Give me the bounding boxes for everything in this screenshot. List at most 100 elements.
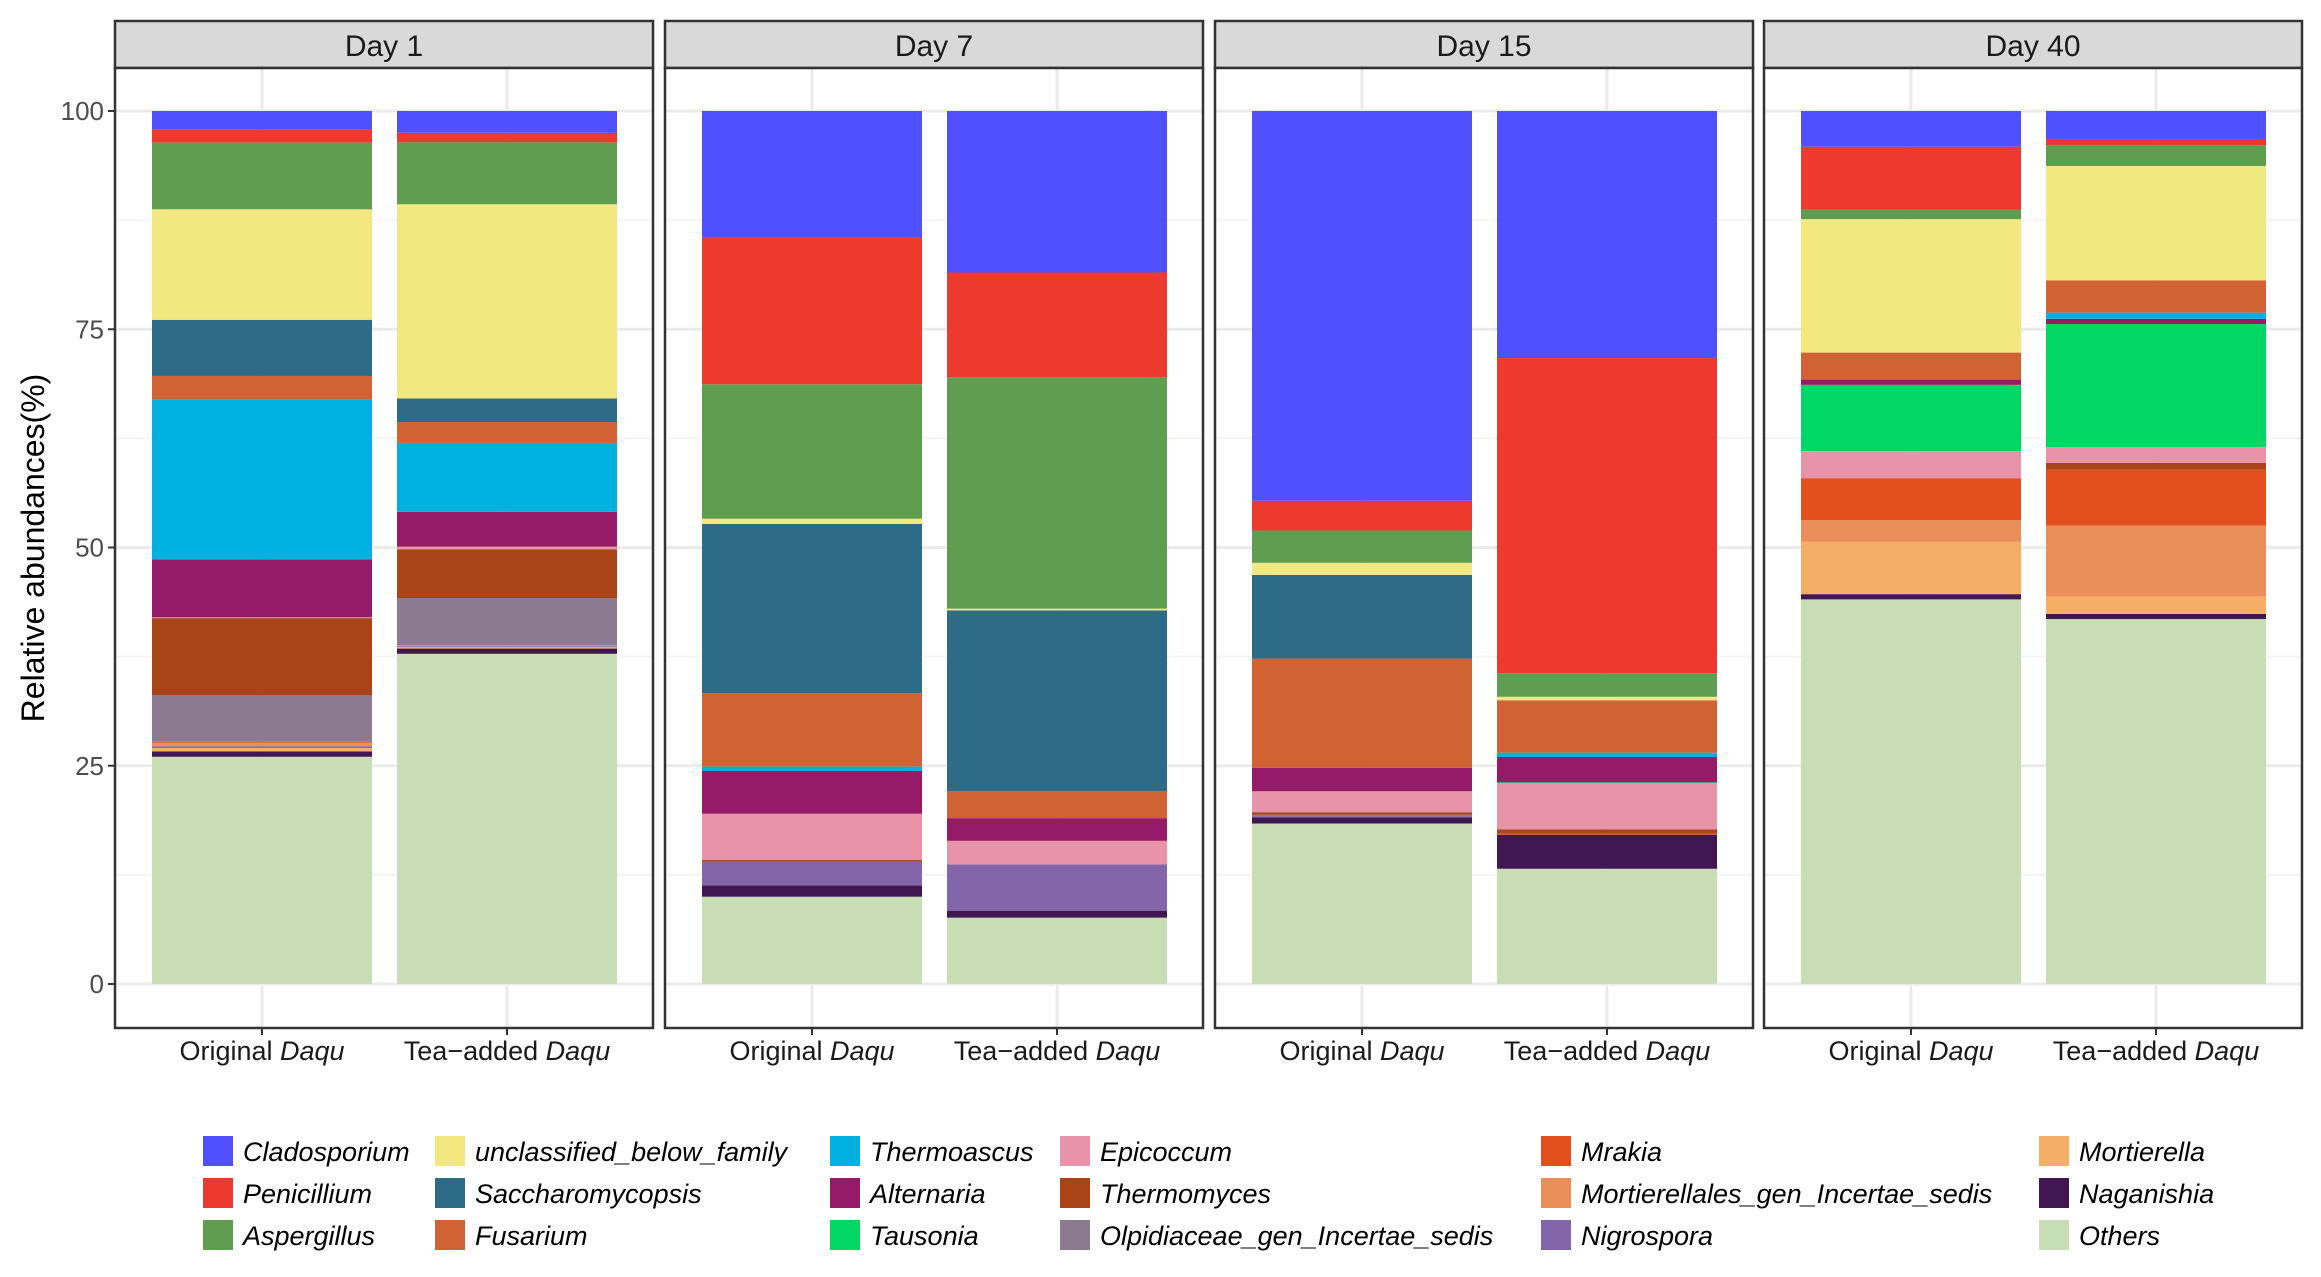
legend-key bbox=[1060, 1136, 1090, 1166]
legend-label: Cladosporium bbox=[243, 1137, 410, 1167]
bar-segment-olpidiaceae-gen-incertae-sedis bbox=[1252, 814, 1472, 817]
legend-item: Epicoccum bbox=[1060, 1136, 1232, 1167]
bar-segment-alternaria bbox=[1801, 379, 2021, 385]
panel-border bbox=[1762, 66, 2304, 1030]
bar-stack bbox=[2046, 111, 2266, 984]
legend-item: Nigrospora bbox=[1541, 1220, 1713, 1251]
bar-segment-saccharomycopsis bbox=[702, 523, 922, 694]
bar-segment-alternaria bbox=[702, 770, 922, 814]
legend-label: Mortierella bbox=[2079, 1137, 2205, 1167]
bar-segment-fusarium bbox=[1801, 352, 2021, 380]
bar-segment-naganishia bbox=[702, 885, 922, 897]
bar-segment-saccharomycopsis bbox=[1252, 574, 1472, 659]
bar-segment-naganishia bbox=[2046, 613, 2266, 620]
legend-label: Naganishia bbox=[2079, 1179, 2214, 1209]
legend-item: Thermoascus bbox=[830, 1136, 1034, 1167]
facet-title: Day 15 bbox=[1436, 30, 1531, 63]
legend-key bbox=[2039, 1178, 2069, 1208]
bar-segment-mortierella bbox=[152, 747, 372, 752]
bar-segment-penicillium bbox=[1252, 500, 1472, 531]
x-tick-label: Tea−added Daqu bbox=[954, 1036, 1160, 1066]
bar-segment-others bbox=[702, 896, 922, 984]
bar-segment-mrakia bbox=[152, 741, 372, 743]
legend-label: Others bbox=[2079, 1221, 2160, 1251]
y-tick-label: 75 bbox=[75, 314, 104, 344]
bar-segment-cladosporium bbox=[1801, 111, 2021, 147]
bar-segment-aspergillus bbox=[702, 384, 922, 519]
bar-segment-naganishia bbox=[1252, 817, 1472, 824]
bar-segment-aspergillus bbox=[1801, 209, 2021, 220]
bar-segment-unclassified-below-family bbox=[702, 518, 922, 524]
facet-strip bbox=[1762, 19, 2304, 70]
bar-segment-cladosporium bbox=[1252, 111, 1472, 501]
bar-segment-thermoascus bbox=[397, 442, 617, 512]
bar-segment-thermoascus bbox=[152, 399, 372, 560]
panel-border bbox=[663, 66, 1205, 1030]
bar-segment-cladosporium bbox=[2046, 111, 2266, 139]
bar-segment-mortierellales-gen-incertae-sedis bbox=[152, 742, 372, 747]
bar-segment-mortierellales-gen-incertae-sedis bbox=[2046, 525, 2266, 597]
bar-segment-unclassified-below-family bbox=[397, 204, 617, 399]
x-tick-label: Tea−added Daqu bbox=[1504, 1036, 1710, 1066]
legend-item: Penicillium bbox=[203, 1178, 372, 1209]
bar-stack bbox=[152, 111, 372, 984]
legend-key bbox=[830, 1220, 860, 1250]
bar-stack bbox=[1801, 111, 2021, 984]
legend-key bbox=[1541, 1178, 1571, 1208]
bar-segment-saccharomycopsis bbox=[947, 610, 1167, 792]
legend-item: Saccharomycopsis bbox=[435, 1178, 702, 1209]
bar-segment-nigrospora bbox=[947, 864, 1167, 911]
bar-segment-epicoccum bbox=[397, 546, 617, 550]
panel-day-7: Day 7 Original Daqu Tea−added Daqu bbox=[663, 19, 1205, 1066]
legend-label: Tausonia bbox=[870, 1221, 979, 1251]
facet-strip bbox=[113, 19, 655, 70]
bar-segment-penicillium bbox=[1801, 146, 2021, 210]
legend-label: Thermoascus bbox=[870, 1137, 1034, 1167]
facet-title: Day 7 bbox=[895, 30, 973, 63]
bar-segment-fusarium bbox=[2046, 280, 2266, 313]
bar-segment-penicillium bbox=[702, 237, 922, 385]
bar-stack bbox=[397, 111, 617, 984]
bar-segment-others bbox=[1801, 599, 2021, 984]
bar-segment-others bbox=[152, 756, 372, 984]
bar-segment-fusarium bbox=[1252, 658, 1472, 768]
bar-segment-saccharomycopsis bbox=[397, 398, 617, 423]
bar-segment-cladosporium bbox=[1497, 111, 1717, 359]
bar-segment-others bbox=[397, 653, 617, 984]
y-tick-label: 25 bbox=[75, 751, 104, 781]
x-tick-label: Original Daqu bbox=[1828, 1036, 1993, 1066]
legend-label: Nigrospora bbox=[1581, 1221, 1713, 1251]
bar-segment-mortierella bbox=[1801, 541, 2021, 595]
legend-label: Thermomyces bbox=[1100, 1179, 1271, 1209]
legend-key bbox=[1541, 1136, 1571, 1166]
legend-key bbox=[830, 1178, 860, 1208]
bar-segment-cladosporium bbox=[702, 111, 922, 238]
x-tick-label: Tea−added Daqu bbox=[404, 1036, 610, 1066]
bar-segment-aspergillus bbox=[1252, 530, 1472, 563]
bar-segment-unclassified-below-family bbox=[2046, 165, 2266, 281]
legend-item: unclassified_below_family bbox=[435, 1136, 789, 1167]
bar-segment-thermomyces bbox=[152, 618, 372, 696]
bar-segment-tausonia bbox=[2046, 324, 2266, 448]
panel-border bbox=[1213, 66, 1755, 1030]
legend-label: Mortierellales_gen_Incertae_sedis bbox=[1581, 1179, 1992, 1209]
legend-label: Epicoccum bbox=[1100, 1137, 1232, 1167]
bar-segment-thermoascus bbox=[702, 766, 922, 771]
facet-strip bbox=[663, 19, 1205, 70]
legend-item: Aspergillus bbox=[203, 1220, 375, 1251]
legend-key bbox=[1541, 1220, 1571, 1250]
bar-stack bbox=[702, 111, 922, 984]
bar-segment-tausonia bbox=[1801, 384, 2021, 452]
bar-segment-epicoccum bbox=[947, 840, 1167, 865]
bar-segment-unclassified-below-family bbox=[1497, 696, 1717, 701]
bar-segment-aspergillus bbox=[2046, 145, 2266, 166]
legend-key bbox=[830, 1136, 860, 1166]
legend-item: Naganishia bbox=[2039, 1178, 2214, 1209]
legend-label: Aspergillus bbox=[241, 1221, 375, 1251]
bar-segment-naganishia bbox=[397, 648, 617, 654]
bar-segment-nigrospora bbox=[152, 746, 372, 748]
bar-segment-naganishia bbox=[1497, 834, 1717, 869]
legend-key bbox=[2039, 1136, 2069, 1166]
legend-item: Fusarium bbox=[435, 1220, 588, 1251]
